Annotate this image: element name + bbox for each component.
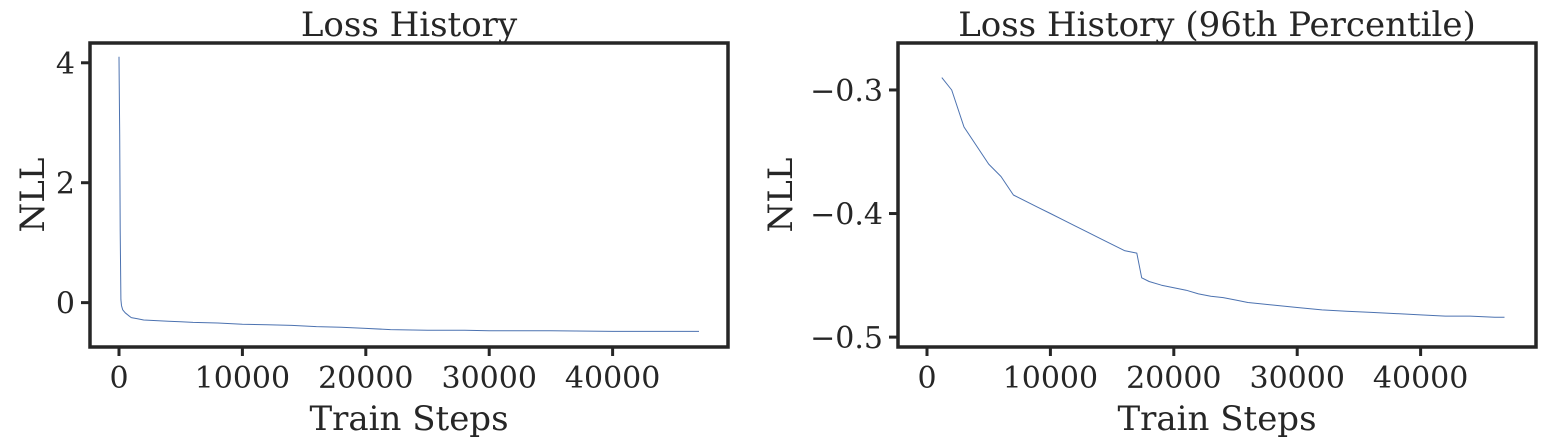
x-axis-label: Train Steps [1117,399,1316,439]
axes-frame [896,41,1538,349]
chart-loss-history: Loss History 0 10000 20000 30000 40000 0 2 4 T… [13,5,730,439]
x-tick-label: 10000 [195,361,290,396]
chart-loss-history-96th-percentile: Loss History (96th Percentile) 0 10000 200… [761,5,1538,439]
axes-frame [88,41,730,349]
y-tick-label: 2 [56,167,75,202]
x-tick-label: 20000 [318,361,413,396]
x-tick-label: 0 [917,361,936,396]
y-tick-label: −0.5 [810,321,883,356]
y-tick-label: −0.4 [810,198,883,233]
x-axis-ticks: 0 10000 20000 30000 40000 [917,347,1468,396]
plot-area [88,41,730,349]
series-line [941,77,1505,318]
series-line [118,56,699,332]
x-axis-label: Train Steps [309,399,508,439]
series-line-group [941,77,1505,318]
x-axis-ticks: 0 10000 20000 30000 40000 [109,347,660,396]
series-line-group [118,56,699,332]
x-tick-label: 0 [109,361,128,396]
plot-area [896,41,1538,349]
y-tick-label: −0.3 [810,74,883,109]
y-axis-label: NLL [13,158,53,233]
y-axis-label: NLL [761,158,801,233]
x-tick-label: 20000 [1126,361,1221,396]
chart-title: Loss History (96th Percentile) [958,5,1476,45]
x-tick-label: 40000 [1373,361,1468,396]
y-tick-label: 4 [56,47,75,82]
chart-title: Loss History [301,5,518,45]
x-tick-label: 30000 [441,361,536,396]
y-axis-ticks: 0 2 4 [56,47,90,322]
x-tick-label: 40000 [565,361,660,396]
y-tick-label: 0 [56,287,75,322]
x-tick-label: 30000 [1249,361,1344,396]
x-tick-label: 10000 [1003,361,1098,396]
y-axis-ticks: −0.3 −0.4 −0.5 [810,74,898,356]
